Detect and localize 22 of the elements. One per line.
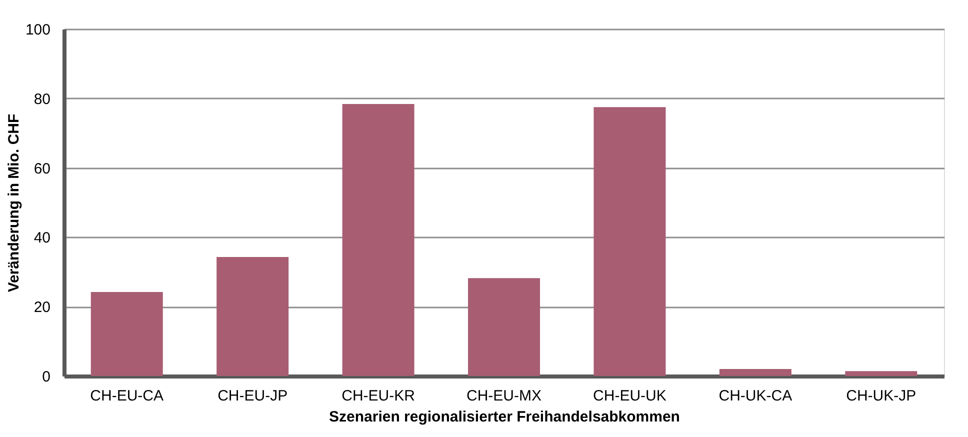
x-tick-label: CH-UK-JP (846, 388, 916, 404)
bar (90, 292, 163, 376)
x-tick-label: CH-EU-JP (218, 388, 288, 404)
bar (342, 104, 414, 376)
y-tick-label: 40 (34, 230, 50, 247)
bar (594, 107, 666, 376)
x-tick-label: CH-EU-KR (342, 388, 416, 404)
bar (468, 278, 540, 376)
bar (216, 256, 289, 376)
x-tick-label: CH-EU-MX (466, 388, 542, 404)
bar (845, 371, 918, 376)
y-tick-label: 20 (34, 299, 50, 316)
x-tick-label: CH-EU-CA (90, 388, 164, 404)
y-axis-title: Veränderung in Mio. CHF (5, 114, 22, 292)
y-tick-label: 100 (25, 22, 50, 38)
x-tick-label: CH-UK-CA (718, 388, 792, 404)
y-tick-label: 80 (34, 90, 50, 108)
x-axis-title: Szenarien regionalisierter Freihandelsabkommen (329, 408, 680, 426)
x-tick-label: CH-EU-UK (593, 388, 666, 404)
y-tick-label: 0 (42, 368, 50, 386)
bar (719, 369, 792, 376)
y-tick-label: 60 (34, 160, 50, 178)
